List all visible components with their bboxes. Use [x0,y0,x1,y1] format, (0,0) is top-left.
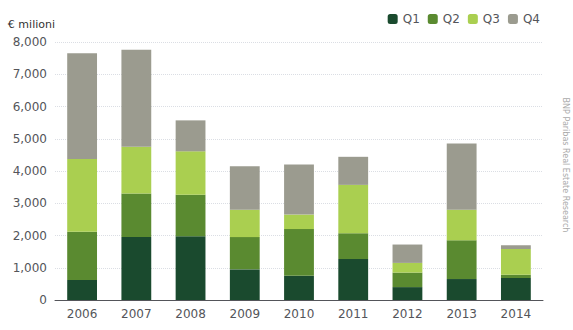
svg-text:2008: 2008 [175,307,206,321]
svg-text:2,000: 2,000 [13,229,47,243]
svg-text:3,000: 3,000 [13,196,47,210]
svg-text:€ milioni: € milioni [8,18,55,31]
svg-text:2006: 2006 [67,307,98,321]
svg-text:Q2: Q2 [443,12,460,26]
svg-text:8,000: 8,000 [13,35,47,49]
svg-text:2009: 2009 [230,307,261,321]
svg-text:2007: 2007 [121,307,152,321]
svg-text:0: 0 [39,293,47,307]
svg-text:5,000: 5,000 [13,132,47,146]
svg-text:Q3: Q3 [483,12,500,26]
svg-text:2012: 2012 [392,307,423,321]
svg-text:2014: 2014 [501,307,532,321]
svg-text:2011: 2011 [338,307,369,321]
svg-text:6,000: 6,000 [13,100,47,114]
svg-text:1,000: 1,000 [13,261,47,275]
svg-text:4,000: 4,000 [13,164,47,178]
svg-text:Q1: Q1 [403,12,420,26]
svg-text:2013: 2013 [446,307,477,321]
svg-text:BNP Paribas Real Estate Resear: BNP Paribas Real Estate Research [561,98,570,233]
svg-text:7,000: 7,000 [13,67,47,81]
svg-text:Q4: Q4 [523,12,540,26]
svg-text:2010: 2010 [284,307,315,321]
